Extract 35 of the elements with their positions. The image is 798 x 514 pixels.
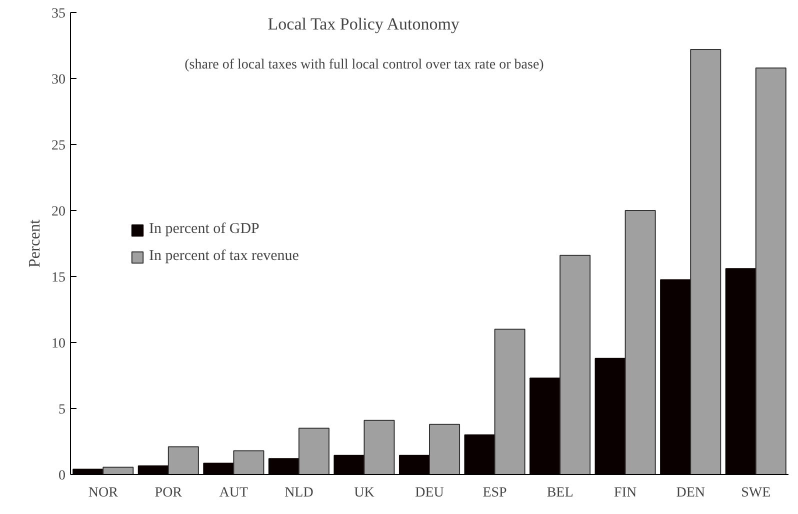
x-tick-label: DEN [676,486,705,500]
x-tick-label: FIN [614,486,637,500]
y-tick-label: 15 [52,270,66,286]
bar [102,466,134,474]
y-tick-label: 10 [52,336,66,352]
bar [429,424,460,474]
bar [494,328,526,474]
y-axis-title: Percent [26,218,44,268]
legend-label: In percent of GDP [149,221,260,238]
x-tick-label: NLD [284,486,314,500]
bar [168,446,199,474]
x-tick-label: NOR [88,486,119,500]
bar [624,210,656,474]
x-tick-label: POR [154,486,183,500]
legend-label: In percent of tax revenue [149,248,299,265]
x-tick-label: BEL [546,486,574,500]
x-tick-label: DEU [415,486,444,500]
bar [298,428,330,474]
text: (share of local taxes with full local control over tax rate or base) [184,58,544,73]
chart-title: Local Tax Policy Autonomy [268,14,460,34]
bar [755,67,786,474]
y-tick-label: 20 [52,204,66,220]
y-tick-label: 25 [52,138,66,154]
y-tick-label: 30 [52,72,66,88]
y-tick-label: 0 [58,468,66,484]
x-tick-label: UK [354,486,374,500]
x-tick-label: AUT [219,486,249,500]
bar [690,48,722,474]
bar [233,450,264,474]
y-tick-label: 35 [52,6,66,22]
bar [560,254,591,474]
x-tick-label: SWE [741,486,771,500]
bar [364,420,395,474]
x-tick-label: ESP [482,486,508,500]
y-tick-label: 5 [58,402,66,418]
